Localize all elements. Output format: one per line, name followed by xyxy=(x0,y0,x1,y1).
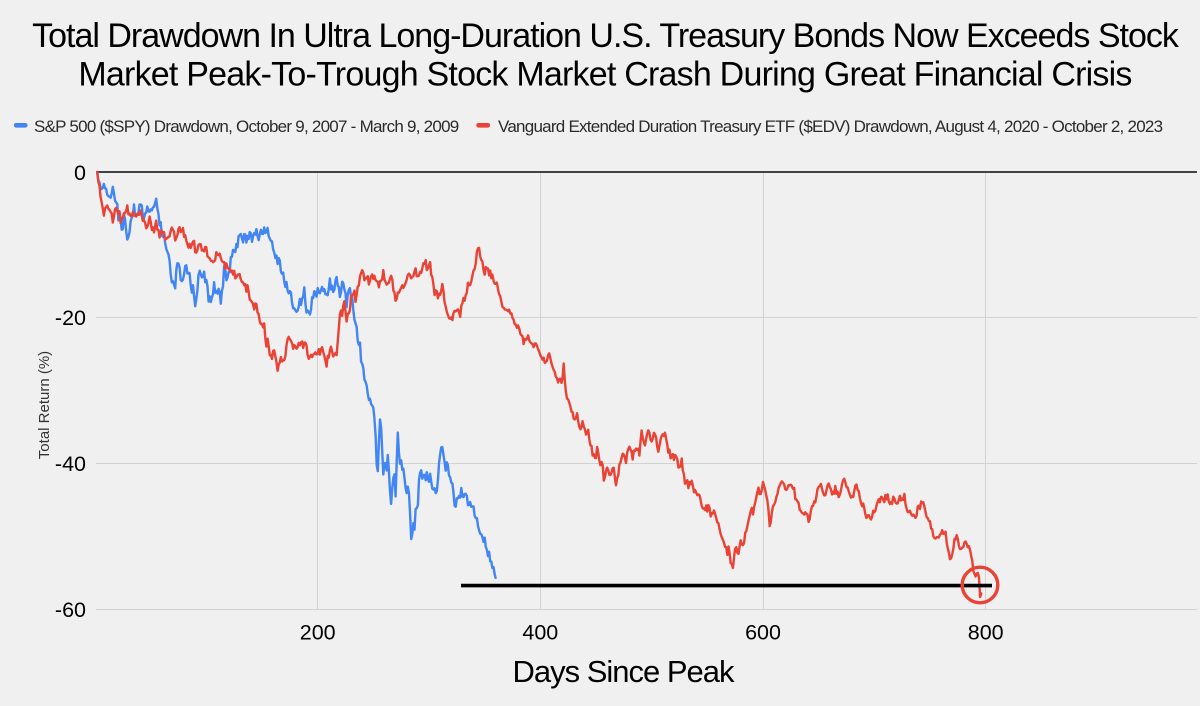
svg-text:Vanguard Extended Duration Tre: Vanguard Extended Duration Treasury ETF … xyxy=(498,117,1163,136)
svg-text:-40: -40 xyxy=(55,452,86,476)
svg-text:Total Return (%): Total Return (%) xyxy=(36,351,53,459)
svg-text:800: 800 xyxy=(968,620,1004,644)
svg-text:-20: -20 xyxy=(55,306,86,330)
svg-text:200: 200 xyxy=(300,620,336,644)
svg-text:Total Drawdown In Ultra Long-D: Total Drawdown In Ultra Long-Duration U.… xyxy=(32,17,1180,55)
svg-text:S&P 500 ($SPY) Drawdown, Octob: S&P 500 ($SPY) Drawdown, October 9, 2007… xyxy=(34,117,459,136)
svg-text:600: 600 xyxy=(745,620,781,644)
svg-text:400: 400 xyxy=(522,620,558,644)
svg-text:Days Since Peak: Days Since Peak xyxy=(512,654,735,689)
svg-text:0: 0 xyxy=(74,161,86,185)
svg-text:-60: -60 xyxy=(55,598,86,622)
svg-text:Market Peak-To-Trough Stock Ma: Market Peak-To-Trough Stock Market Crash… xyxy=(78,55,1131,93)
